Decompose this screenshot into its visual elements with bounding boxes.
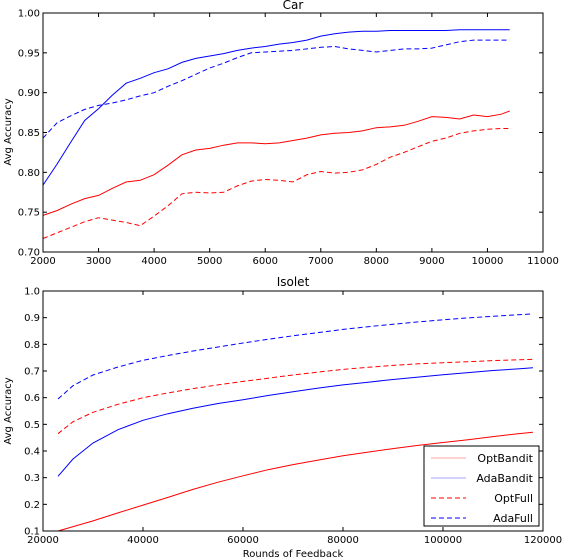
legend-label-optfull: OptFull <box>494 492 533 505</box>
isolet-y-tick-label: 1.0 <box>24 287 40 298</box>
legend-label-adabandit: AdaBandit <box>476 472 533 485</box>
car-y-tick-label: 0.85 <box>18 128 40 139</box>
isolet-series-optbandit <box>57 431 534 532</box>
isolet-y-tick-label: 0.7 <box>24 367 40 378</box>
car-y-tick-label: 0.95 <box>18 48 40 59</box>
car-plot-frame <box>42 12 544 253</box>
car-y-tick-label: 0.90 <box>18 88 40 99</box>
car-y-tick-label: 0.80 <box>18 168 40 179</box>
isolet-y-tick-label: 0.1 <box>24 527 40 538</box>
isolet-chart-title: Isolet <box>277 275 310 289</box>
car-x-tick-label: 2000 <box>30 256 55 267</box>
isolet-x-tick-label: 40000 <box>127 535 159 546</box>
car-x-tick-label: 7000 <box>308 256 333 267</box>
isolet-y-tick-label: 0.8 <box>24 340 40 351</box>
car-x-tick-label: 4000 <box>141 256 166 267</box>
isolet-y-tick-label: 0.2 <box>24 500 40 511</box>
isolet-x-tick-label: 20000 <box>27 535 59 546</box>
car-y-tick-label: 0.75 <box>18 208 40 219</box>
isolet-x-tick-label: 60000 <box>227 535 259 546</box>
isolet-y-tick-label: 0.4 <box>24 447 40 458</box>
car-y-tick-label: 0.70 <box>18 248 40 259</box>
car-x-tick-label: 10000 <box>472 256 504 267</box>
car-x-tick-label: 6000 <box>252 256 277 267</box>
car-x-tick-label: 5000 <box>197 256 222 267</box>
legend-label-adafull: AdaFull <box>493 512 533 525</box>
car-series-adafull <box>42 39 510 139</box>
isolet-series-adabandit <box>57 367 534 477</box>
car-y-axis-label: Avg Accuracy <box>3 98 14 165</box>
isolet-y-tick-label: 0.9 <box>24 313 40 324</box>
car-series-adabandit <box>42 29 510 186</box>
legend-label-optbandit: OptBandit <box>477 452 533 465</box>
isolet-y-axis-label: Avg Accuracy <box>3 377 14 444</box>
isolet-y-tick-label: 0.6 <box>24 393 40 404</box>
isolet-y-tick-label: 0.5 <box>24 420 40 431</box>
car-chart-title: Car <box>283 0 304 12</box>
isolet-x-tick-label: 120000 <box>524 535 562 546</box>
isolet-chart-panel: Isolet Avg Accuracy Rounds of Feedback 2… <box>3 275 562 560</box>
car-x-tick-label: 3000 <box>86 256 111 267</box>
car-series-optbandit <box>42 110 510 216</box>
car-y-tick-label: 1.00 <box>18 9 40 20</box>
isolet-x-tick-label: 100000 <box>424 535 462 546</box>
car-x-tick-label: 11000 <box>527 256 559 267</box>
car-x-tick-label: 8000 <box>364 256 389 267</box>
isolet-series-optfull <box>57 358 534 435</box>
isolet-legend: OptBandit AdaBandit OptFull AdaFull <box>423 445 540 527</box>
isolet-plot-frame <box>42 290 544 532</box>
car-series-optfull <box>42 128 510 239</box>
car-plot-area <box>43 13 543 252</box>
isolet-x-tick-label: 80000 <box>327 535 359 546</box>
legend-box <box>423 445 540 527</box>
isolet-x-axis-label: Rounds of Feedback <box>243 549 344 560</box>
isolet-y-tick-label: 0.3 <box>24 473 40 484</box>
car-chart-panel: Car Avg Accuracy 2000 3000 4000 5000 6000 700… <box>3 0 559 267</box>
car-x-tick-label: 9000 <box>419 256 444 267</box>
